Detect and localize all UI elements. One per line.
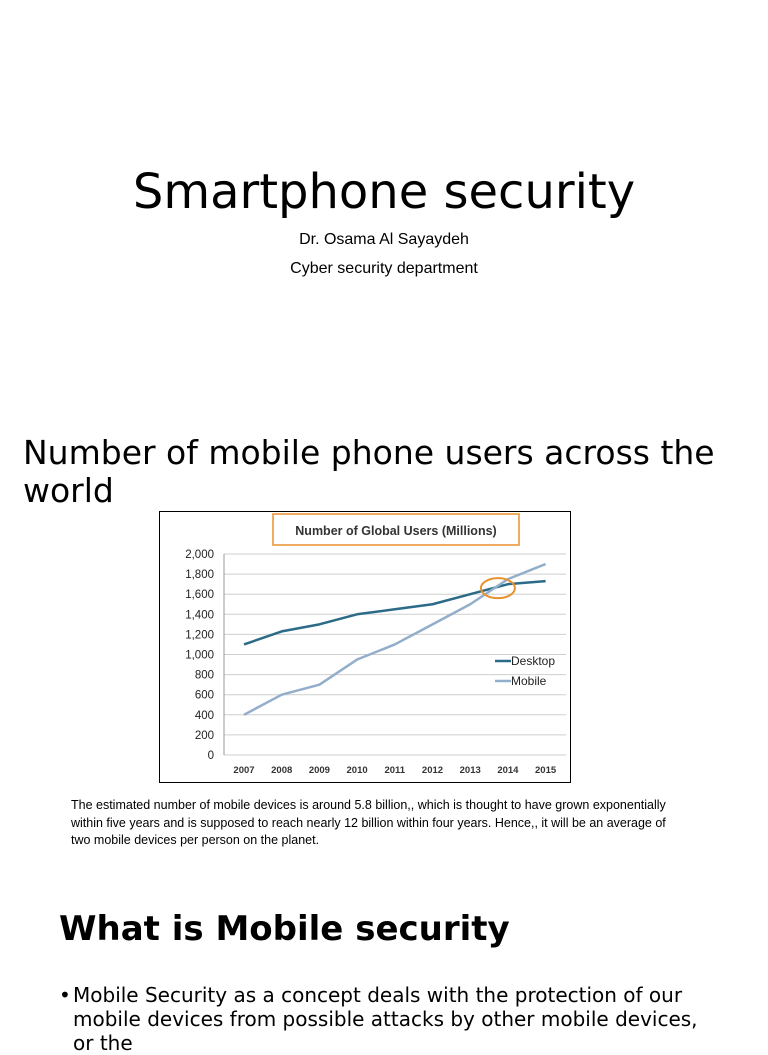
y-tick-label: 1,000 [185,650,214,662]
x-tick-label: 2015 [535,765,557,776]
legend-label: Desktop [511,654,555,668]
bullet-item: • Mobile Security as a concept deals wit… [59,983,719,1055]
x-tick-label: 2009 [309,765,330,776]
crossover-highlight [479,577,516,600]
legend-label: Mobile [511,674,547,688]
section-title-mobile-users: Number of mobile phone users across the … [23,433,715,510]
y-tick-label: 0 [208,750,214,762]
series-line-desktop [243,579,546,646]
x-tick-label: 2013 [460,765,481,776]
users-chart-svg: Number of Global Users (Millions) 0 200 400… [185,513,566,776]
bullet-marker: • [59,983,71,1007]
y-tick-label: 400 [195,710,214,722]
y-tick-label: 200 [195,730,214,742]
y-tick-label: 2,000 [185,549,214,561]
x-tick-label: 2014 [497,765,519,776]
y-tick-label: 1,200 [185,629,214,641]
x-tick-label: 2007 [233,765,254,776]
users-chart: Number of Global Users (Millions) 0 200 400… [159,511,571,783]
y-tick-label: 600 [195,690,214,702]
y-tick-label: 800 [195,670,214,682]
chart-caption: The estimated number of mobile devices i… [71,798,666,847]
y-tick-label: 1,800 [185,569,214,581]
series-line-mobile [243,562,547,716]
slide-title: Smartphone security [132,164,636,220]
x-tick-label: 2011 [384,765,405,776]
chart-title: Number of Global Users (Millions) [295,524,496,538]
y-tick-label: 1,600 [185,589,214,601]
author-name: Dr. Osama Al Sayaydeh [299,231,469,248]
y-tick-label: 1,400 [185,609,214,621]
x-tick-label: 2012 [422,765,443,776]
section-title-mobile-security: What is Mobile security [59,909,510,949]
x-tick-label: 2010 [347,765,368,776]
x-tick-label: 2008 [271,765,292,776]
bullet-text: Mobile Security as a concept deals with … [73,983,698,1055]
department-name: Cyber security department [290,260,478,277]
chart-title-box [272,513,520,546]
